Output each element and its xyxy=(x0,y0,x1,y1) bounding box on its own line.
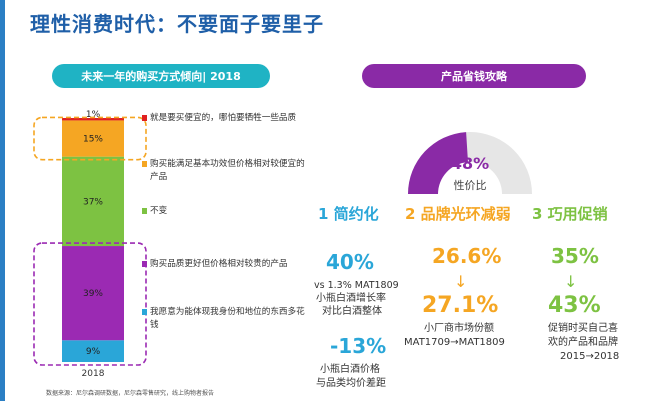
legend-item: 不变 xyxy=(142,205,310,218)
legend-swatch xyxy=(142,115,147,121)
legend-label: 购买能满足基本功效但价格相对较便宜的产品 xyxy=(150,159,305,182)
legend-item: 购买品质更好但价格相对较贵的产品 xyxy=(142,258,310,271)
legend-item: 购买能满足基本功效但价格相对较便宜的产品 xyxy=(142,158,310,184)
stacked-bar-chart: 9% 39% 37% 15% 1% 2018 xyxy=(33,110,147,379)
tip-2-text-line-1: 小厂商市场份额 xyxy=(424,323,494,334)
tip-3-text-line-1: 促销时买自己喜 xyxy=(548,323,618,334)
bar-segment-3 xyxy=(62,120,124,157)
legend-swatch xyxy=(142,309,147,315)
tip-3-text-line-2: 欢的产品和品牌 xyxy=(548,337,618,348)
tip-1-text2-line-2: 与品类均价差距 xyxy=(316,378,386,389)
footnote-source: 数据来源：尼尔森调研数据，尼尔森零售研究，线上购物者报告 xyxy=(46,390,215,397)
tip-1-title: 1 简约化 xyxy=(318,205,379,223)
legend-swatch xyxy=(142,161,147,167)
gauge-percent: 48% xyxy=(450,154,490,173)
highlight-box-0 xyxy=(33,116,147,161)
tip-3-text-line-3: 2015→2018 xyxy=(560,351,620,362)
legend-label: 就是要买便宜的，哪怕要牺牲一些品质 xyxy=(150,113,297,123)
legend-swatch xyxy=(142,208,147,214)
bar-segment-label-1: 39% xyxy=(83,289,103,299)
tip-1-stat-2: -13% xyxy=(330,334,387,358)
legend-swatch xyxy=(142,261,147,267)
legend-label: 我愿意为能体现我身份和地位的东西多花钱 xyxy=(150,307,305,330)
bar-segment-label-3: 15% xyxy=(83,135,103,145)
bar-segment-label-2: 37% xyxy=(83,197,103,207)
tip-3-title: 3 巧用促销 xyxy=(532,205,608,223)
tip-2-arrow: ↓ xyxy=(454,272,468,291)
page-title: 理性消费时代：不要面子要里子 xyxy=(30,12,324,36)
bar-segment-label-4: 1% xyxy=(86,110,101,120)
legend-label: 购买品质更好但价格相对较贵的产品 xyxy=(150,259,288,269)
bar-segment-0 xyxy=(62,340,124,362)
gauge-fill xyxy=(408,132,468,194)
x-category-label: 2018 xyxy=(82,369,105,379)
value-gauge xyxy=(408,132,532,194)
tip-1-text-line-2: 小瓶白酒增长率 xyxy=(316,293,386,304)
legend-item: 我愿意为能体现我身份和地位的东西多花钱 xyxy=(142,306,310,332)
tip-3-arrow: ↓ xyxy=(564,272,578,291)
bar-segment-2 xyxy=(62,156,124,247)
tip-1-text-line-3: 对比白酒整体 xyxy=(322,306,382,317)
legend-item: 就是要买便宜的，哪怕要牺牲一些品质 xyxy=(142,112,310,125)
tip-2-stat-2: 27.1% xyxy=(422,293,499,318)
bar-segment-label-0: 9% xyxy=(86,347,101,357)
tip-1-stat-1: 40% xyxy=(326,250,374,274)
tip-1-text2-line-1: 小瓶白酒价格 xyxy=(320,364,380,375)
tip-3-stat-1: 35% xyxy=(551,244,599,268)
tip-2-title: 2 品牌光环减弱 xyxy=(405,205,511,223)
gauge-label: 性价比 xyxy=(453,179,487,192)
tip-1-text-line-1: vs 1.3% MAT1809 xyxy=(314,280,399,291)
highlight-box-1 xyxy=(33,242,147,366)
left-accent-strip xyxy=(0,0,5,401)
left-panel-header: 未来一年的购买方式倾向| 2018 xyxy=(52,64,270,88)
tip-2-text-line-2: MAT1709→MAT1809 xyxy=(404,337,505,348)
tip-2-stat-1: 26.6% xyxy=(432,244,502,268)
tip-3-stat-2: 43% xyxy=(548,293,601,318)
right-panel-header: 产品省钱攻略 xyxy=(362,64,586,88)
bar-segment-4 xyxy=(62,118,124,121)
bar-segment-1 xyxy=(62,246,124,341)
legend-label: 不变 xyxy=(150,206,168,216)
